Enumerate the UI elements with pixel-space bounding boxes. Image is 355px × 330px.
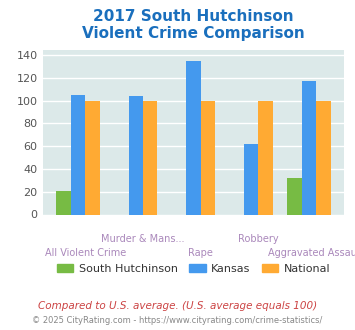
Text: Robbery: Robbery [238, 234, 279, 244]
Bar [129, 96, 143, 214]
Bar [244, 144, 258, 214]
Text: Murder & Mans...: Murder & Mans... [101, 234, 185, 244]
Bar [302, 82, 316, 214]
Bar [258, 101, 273, 214]
Bar [71, 95, 85, 214]
Title: 2017 South Hutchinson
Violent Crime Comparison: 2017 South Hutchinson Violent Crime Comp… [82, 9, 305, 41]
Legend: South Hutchinson, Kansas, National: South Hutchinson, Kansas, National [52, 259, 335, 278]
Text: Compared to U.S. average. (U.S. average equals 100): Compared to U.S. average. (U.S. average … [38, 301, 317, 311]
Text: Aggravated Assault: Aggravated Assault [268, 248, 355, 258]
Bar [56, 191, 71, 214]
Bar [85, 101, 100, 214]
Bar [316, 101, 331, 214]
Bar [143, 101, 157, 214]
Text: © 2025 CityRating.com - https://www.cityrating.com/crime-statistics/: © 2025 CityRating.com - https://www.city… [32, 316, 323, 325]
Bar [186, 61, 201, 214]
Text: Rape: Rape [188, 248, 213, 258]
Bar [201, 101, 215, 214]
Bar [287, 178, 302, 214]
Text: All Violent Crime: All Violent Crime [45, 248, 126, 258]
